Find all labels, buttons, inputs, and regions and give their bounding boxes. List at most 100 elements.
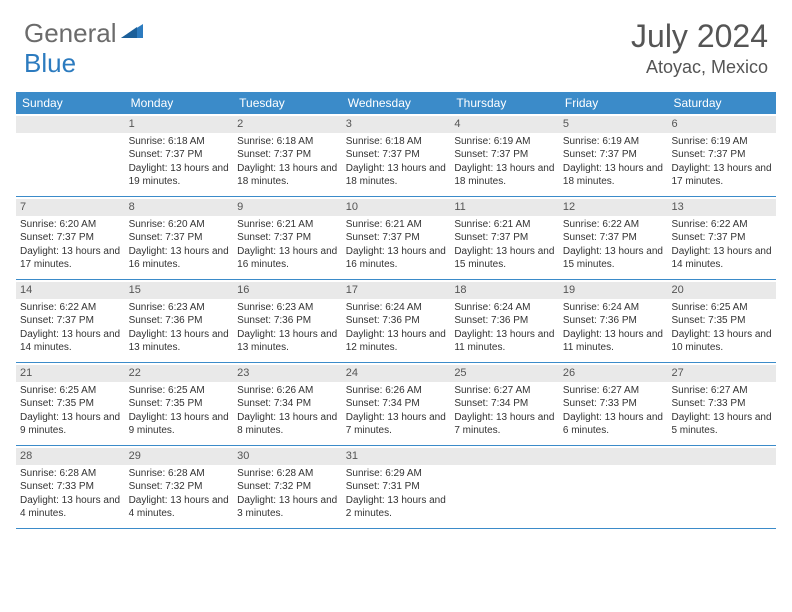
sunrise-text: Sunrise: 6:21 AM (237, 218, 338, 232)
sunset-text: Sunset: 7:34 PM (346, 397, 447, 411)
day-1: 1Sunrise: 6:18 AMSunset: 7:37 PMDaylight… (125, 114, 234, 196)
daylight-text: Daylight: 13 hours and 10 minutes. (671, 328, 772, 355)
week-row: 1Sunrise: 6:18 AMSunset: 7:37 PMDaylight… (16, 114, 776, 197)
brand-name-1: General (24, 18, 117, 49)
daylight-text: Daylight: 13 hours and 9 minutes. (129, 411, 230, 438)
week-row: 28Sunrise: 6:28 AMSunset: 7:33 PMDayligh… (16, 446, 776, 529)
day-empty (450, 446, 559, 528)
sunset-text: Sunset: 7:32 PM (129, 480, 230, 494)
sunset-text: Sunset: 7:37 PM (20, 314, 121, 328)
title-block: July 2024 Atoyac, Mexico (631, 18, 768, 78)
sunset-text: Sunset: 7:35 PM (671, 314, 772, 328)
day-21: 21Sunrise: 6:25 AMSunset: 7:35 PMDayligh… (16, 363, 125, 445)
day-14: 14Sunrise: 6:22 AMSunset: 7:37 PMDayligh… (16, 280, 125, 362)
daylight-text: Daylight: 13 hours and 15 minutes. (454, 245, 555, 272)
day-number: 16 (233, 282, 342, 299)
brand-logo: General (24, 18, 145, 49)
day-27: 27Sunrise: 6:27 AMSunset: 7:33 PMDayligh… (667, 363, 776, 445)
day-24: 24Sunrise: 6:26 AMSunset: 7:34 PMDayligh… (342, 363, 451, 445)
daylight-text: Daylight: 13 hours and 17 minutes. (20, 245, 121, 272)
sunrise-text: Sunrise: 6:28 AM (237, 467, 338, 481)
sunrise-text: Sunrise: 6:21 AM (346, 218, 447, 232)
sunset-text: Sunset: 7:35 PM (129, 397, 230, 411)
day-number: 4 (450, 116, 559, 133)
sunset-text: Sunset: 7:36 PM (346, 314, 447, 328)
day-number: 17 (342, 282, 451, 299)
day-number: 19 (559, 282, 668, 299)
brand-name-2: Blue (24, 48, 76, 78)
sunset-text: Sunset: 7:37 PM (20, 231, 121, 245)
daylight-text: Daylight: 13 hours and 8 minutes. (237, 411, 338, 438)
sunset-text: Sunset: 7:37 PM (454, 231, 555, 245)
week-row: 21Sunrise: 6:25 AMSunset: 7:35 PMDayligh… (16, 363, 776, 446)
sunset-text: Sunset: 7:34 PM (237, 397, 338, 411)
sunrise-text: Sunrise: 6:20 AM (129, 218, 230, 232)
day-number: 29 (125, 448, 234, 465)
daylight-text: Daylight: 13 hours and 16 minutes. (237, 245, 338, 272)
sunset-text: Sunset: 7:37 PM (237, 148, 338, 162)
day-empty (559, 446, 668, 528)
sunrise-text: Sunrise: 6:29 AM (346, 467, 447, 481)
day-of-week-header: SundayMondayTuesdayWednesdayThursdayFrid… (16, 92, 776, 114)
day-number: 21 (16, 365, 125, 382)
sunset-text: Sunset: 7:37 PM (237, 231, 338, 245)
sunset-text: Sunset: 7:36 PM (563, 314, 664, 328)
daylight-text: Daylight: 13 hours and 16 minutes. (129, 245, 230, 272)
location: Atoyac, Mexico (631, 57, 768, 78)
day-11: 11 Sunrise: 6:21 AMSunset: 7:37 PMDayligh… (450, 197, 559, 279)
sunset-text: Sunset: 7:36 PM (454, 314, 555, 328)
dow-monday: Monday (125, 92, 234, 114)
day-number: 26 (559, 365, 668, 382)
daylight-text: Daylight: 13 hours and 4 minutes. (20, 494, 121, 521)
daylight-text: Daylight: 13 hours and 14 minutes. (671, 245, 772, 272)
day-empty (667, 446, 776, 528)
week-row: 14Sunrise: 6:22 AMSunset: 7:37 PMDayligh… (16, 280, 776, 363)
daylight-text: Daylight: 13 hours and 12 minutes. (346, 328, 447, 355)
day-number: 20 (667, 282, 776, 299)
sunset-text: Sunset: 7:34 PM (454, 397, 555, 411)
sunrise-text: Sunrise: 6:24 AM (346, 301, 447, 315)
sunset-text: Sunset: 7:37 PM (563, 231, 664, 245)
daylight-text: Daylight: 13 hours and 7 minutes. (346, 411, 447, 438)
day-number: 7 (16, 199, 125, 216)
sunset-text: Sunset: 7:31 PM (346, 480, 447, 494)
day-13: 13Sunrise: 6:22 AMSunset: 7:37 PMDayligh… (667, 197, 776, 279)
day-number: 11 (450, 199, 559, 216)
sunset-text: Sunset: 7:37 PM (129, 148, 230, 162)
day-number (667, 448, 776, 465)
sunrise-text: Sunrise: 6:23 AM (129, 301, 230, 315)
day-2: 2Sunrise: 6:18 AMSunset: 7:37 PMDaylight… (233, 114, 342, 196)
sunrise-text: Sunrise: 6:22 AM (671, 218, 772, 232)
daylight-text: Daylight: 13 hours and 17 minutes. (671, 162, 772, 189)
day-number: 5 (559, 116, 668, 133)
day-number: 30 (233, 448, 342, 465)
day-number: 22 (125, 365, 234, 382)
brand-name-2-wrap: Blue (24, 48, 76, 79)
dow-thursday: Thursday (450, 92, 559, 114)
sunrise-text: Sunrise: 6:28 AM (129, 467, 230, 481)
sunrise-text: Sunrise: 6:24 AM (454, 301, 555, 315)
sunset-text: Sunset: 7:35 PM (20, 397, 121, 411)
daylight-text: Daylight: 13 hours and 19 minutes. (129, 162, 230, 189)
day-18: 18Sunrise: 6:24 AMSunset: 7:36 PMDayligh… (450, 280, 559, 362)
daylight-text: Daylight: 13 hours and 6 minutes. (563, 411, 664, 438)
day-3: 3Sunrise: 6:18 AMSunset: 7:37 PMDaylight… (342, 114, 451, 196)
sunrise-text: Sunrise: 6:18 AM (237, 135, 338, 149)
day-31: 31Sunrise: 6:29 AMSunset: 7:31 PMDayligh… (342, 446, 451, 528)
day-30: 30Sunrise: 6:28 AMSunset: 7:32 PMDayligh… (233, 446, 342, 528)
day-empty (16, 114, 125, 196)
dow-wednesday: Wednesday (342, 92, 451, 114)
daylight-text: Daylight: 13 hours and 13 minutes. (129, 328, 230, 355)
sunrise-text: Sunrise: 6:21 AM (454, 218, 555, 232)
day-4: 4Sunrise: 6:19 AMSunset: 7:37 PMDaylight… (450, 114, 559, 196)
daylight-text: Daylight: 13 hours and 18 minutes. (563, 162, 664, 189)
sunset-text: Sunset: 7:37 PM (671, 148, 772, 162)
day-17: 17 Sunrise: 6:24 AMSunset: 7:36 PMDayligh… (342, 280, 451, 362)
calendar: SundayMondayTuesdayWednesdayThursdayFrid… (16, 92, 776, 529)
day-number: 31 (342, 448, 451, 465)
day-12: 12Sunrise: 6:22 AMSunset: 7:37 PMDayligh… (559, 197, 668, 279)
sunrise-text: Sunrise: 6:25 AM (20, 384, 121, 398)
day-23: 23Sunrise: 6:26 AMSunset: 7:34 PMDayligh… (233, 363, 342, 445)
daylight-text: Daylight: 13 hours and 18 minutes. (237, 162, 338, 189)
day-19: 19Sunrise: 6:24 AMSunset: 7:36 PMDayligh… (559, 280, 668, 362)
